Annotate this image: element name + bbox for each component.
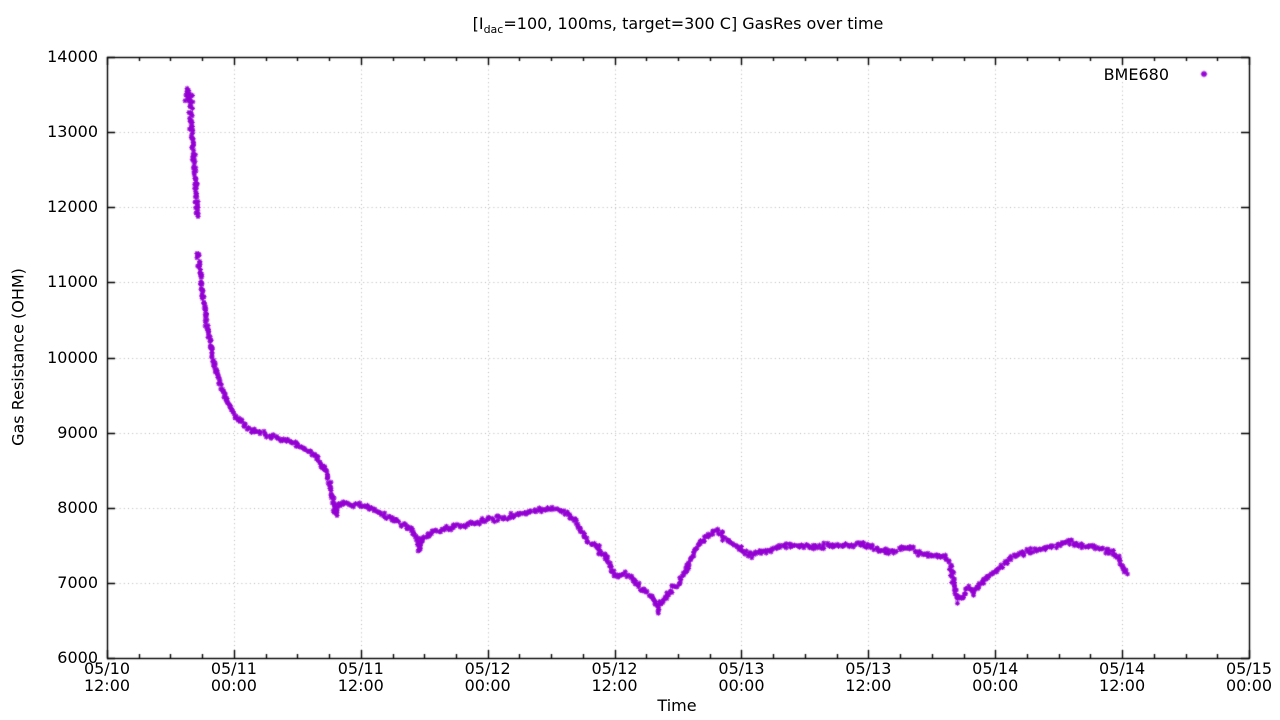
x-tick-time: 12:00 bbox=[591, 676, 638, 695]
y-tick-label: 14000 bbox=[47, 47, 98, 66]
plot-title-text: [I bbox=[472, 14, 484, 33]
x-tick-label: 05/15 00:00 bbox=[1226, 660, 1272, 694]
y-tick-label: 7000 bbox=[57, 572, 98, 592]
x-tick-time: 00:00 bbox=[718, 676, 765, 695]
x-tick-date: 05/11 bbox=[210, 659, 257, 678]
x-tick-date: 05/14 bbox=[972, 659, 1019, 678]
x-tick-date: 05/14 bbox=[1099, 659, 1146, 678]
x-tick-date: 05/12 bbox=[464, 659, 511, 678]
plot-title: [Idac=100, 100ms, target=300 C] GasRes o… bbox=[473, 14, 884, 36]
x-tick-label: 05/10 12:00 bbox=[84, 660, 130, 694]
x-tick-date: 05/12 bbox=[591, 659, 638, 678]
x-tick-date: 05/11 bbox=[337, 659, 384, 678]
x-tick-label: 05/14 00:00 bbox=[972, 660, 1018, 694]
y-tick-label: 6000 bbox=[57, 648, 98, 667]
x-tick-label: 05/14 12:00 bbox=[1099, 660, 1145, 694]
x-tick-time: 12:00 bbox=[83, 676, 131, 695]
x-tick-time: 00:00 bbox=[464, 676, 511, 695]
x-tick-label: 05/13 00:00 bbox=[718, 660, 764, 694]
x-tick-label: 05/12 00:00 bbox=[465, 660, 511, 694]
x-tick-time: 00:00 bbox=[972, 676, 1019, 695]
x-tick-date: 05/10 bbox=[83, 659, 131, 678]
x-tick-date: 05/13 bbox=[845, 659, 892, 678]
legend-series-label: BME680 bbox=[1103, 65, 1169, 84]
x-tick-time: 00:00 bbox=[210, 676, 257, 695]
x-tick-date: 05/15 bbox=[1225, 659, 1273, 678]
x-tick-label: 05/12 12:00 bbox=[591, 660, 637, 694]
y-tick-label: 12000 bbox=[47, 197, 98, 217]
x-axis-label: Time bbox=[657, 696, 697, 715]
x-tick-label: 05/11 12:00 bbox=[338, 660, 384, 694]
plot-title-subscript: dac bbox=[483, 23, 504, 37]
y-tick-label: 13000 bbox=[47, 122, 98, 142]
x-tick-label: 05/13 12:00 bbox=[845, 660, 891, 694]
x-tick-time: 12:00 bbox=[337, 676, 384, 695]
x-tick-time: 00:00 bbox=[1225, 676, 1273, 695]
x-tick-time: 12:00 bbox=[845, 676, 892, 695]
y-tick-label: 11000 bbox=[47, 272, 98, 292]
x-tick-date: 05/13 bbox=[718, 659, 765, 678]
y-tick-label: 9000 bbox=[57, 422, 98, 442]
x-tick-label: 05/11 00:00 bbox=[211, 660, 257, 694]
plot-title-text-suffix: =100, 100ms, target=300 C] GasRes over t… bbox=[503, 14, 884, 33]
x-tick-time: 12:00 bbox=[1099, 676, 1146, 695]
y-tick-label: 10000 bbox=[47, 347, 98, 367]
y-tick-label: 8000 bbox=[57, 497, 98, 517]
